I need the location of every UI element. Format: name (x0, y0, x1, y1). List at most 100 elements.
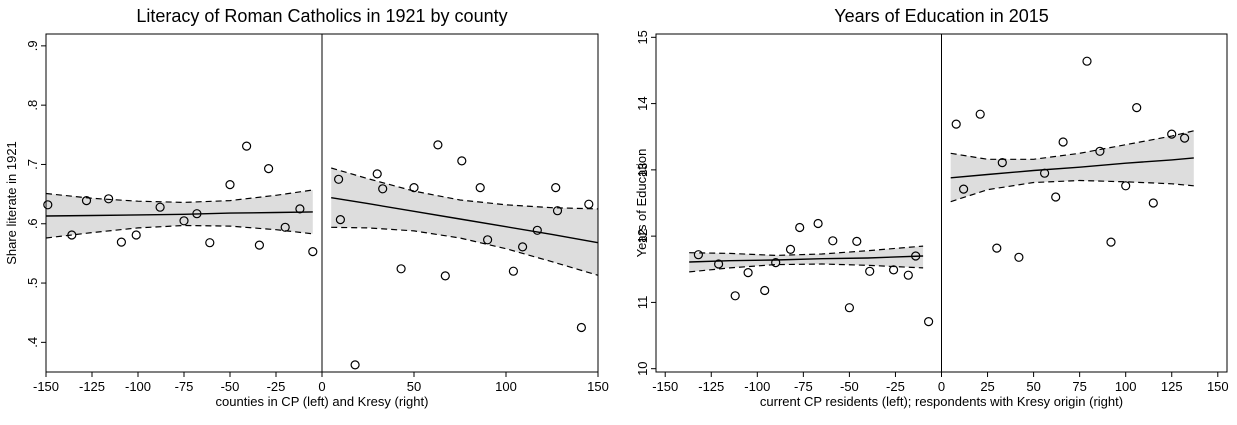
y-tick-label: 14 (635, 96, 650, 110)
data-point (532, 225, 542, 235)
y-tick-label: .5 (25, 278, 40, 289)
data-point (1051, 192, 1061, 202)
data-point (693, 250, 704, 260)
y-tick-label: .6 (25, 218, 40, 229)
data-point (888, 265, 899, 275)
x-tick-label: -150 (652, 379, 678, 394)
upper-ci-line (689, 245, 924, 257)
upper-ci-line (331, 167, 599, 210)
data-point (334, 174, 344, 184)
lower-ci-line (950, 179, 1194, 203)
data-point (483, 235, 493, 245)
data-point (760, 285, 770, 296)
fit-line (950, 157, 1194, 179)
data-point (951, 119, 961, 129)
y-axis-label: Share literate in 1921 (4, 141, 19, 265)
data-point (865, 266, 875, 276)
y-tick-label: .8 (25, 100, 40, 111)
confidence-band (331, 168, 598, 276)
data-point (813, 218, 823, 229)
x-tick-label: 100 (495, 379, 517, 394)
data-point (131, 230, 141, 240)
lower-ci-line (689, 263, 924, 273)
data-point (795, 222, 805, 233)
x-tick-label: -100 (744, 379, 770, 394)
data-point (409, 183, 419, 193)
data-point (280, 222, 290, 232)
data-point (1167, 129, 1177, 139)
x-tick-label: -150 (33, 379, 59, 394)
y-tick-label: 15 (635, 30, 650, 44)
data-point (1014, 252, 1024, 262)
data-point (828, 236, 838, 246)
y-tick-label: .4 (25, 337, 40, 348)
chart-title: Years of Education in 2015 (834, 6, 1049, 26)
x-tick-label: -100 (125, 379, 151, 394)
x-tick-label: 0 (318, 379, 325, 394)
x-tick-label: -50 (221, 379, 240, 394)
x-tick-label: 125 (1161, 379, 1183, 394)
fit-line (689, 255, 924, 263)
data-point (433, 140, 443, 150)
data-point (1082, 56, 1092, 66)
data-point (457, 156, 467, 166)
x-tick-label: 25 (980, 379, 994, 394)
data-point (155, 202, 165, 212)
data-point (552, 206, 563, 216)
data-point (975, 109, 985, 119)
x-tick-label: -50 (840, 379, 859, 394)
data-point (992, 243, 1002, 253)
data-point (179, 216, 189, 226)
y-axis-label: Years of Education (634, 149, 649, 258)
data-point (43, 200, 53, 210)
x-tick-label: -75 (175, 379, 194, 394)
data-point (67, 230, 77, 240)
data-point (81, 196, 92, 206)
data-point (372, 169, 382, 179)
y-tick-label: 13 (635, 163, 650, 177)
y-tick-label: 11 (635, 296, 650, 310)
data-point (440, 271, 450, 281)
data-point (1121, 181, 1131, 191)
y-tick-label: .9 (25, 40, 40, 51)
fit-line (331, 197, 599, 244)
y-tick-label: 12 (635, 229, 650, 243)
data-point (771, 258, 781, 268)
data-point (743, 268, 753, 278)
data-point (475, 183, 485, 193)
data-point (350, 360, 360, 370)
chart-literacy-1921: Literacy of Roman Catholics in 1921 by c… (4, 6, 609, 409)
fit-line (45, 211, 313, 217)
data-point (1095, 146, 1105, 156)
data-point (1106, 237, 1116, 247)
data-point (242, 141, 252, 151)
data-point (308, 247, 318, 257)
x-axis-label: counties in CP (left) and Kresy (right) (216, 394, 429, 409)
data-point (923, 317, 934, 327)
data-point (295, 204, 305, 214)
lower-ci-line (45, 224, 313, 239)
y-tick-label: 10 (635, 361, 650, 375)
data-point (576, 322, 587, 333)
data-point (551, 183, 561, 193)
x-axis-label: current CP residents (left); respondents… (760, 394, 1123, 409)
data-point (852, 236, 862, 246)
data-point (1039, 168, 1050, 178)
chart-title: Literacy of Roman Catholics in 1921 by c… (136, 6, 507, 26)
data-point (844, 303, 855, 313)
data-point (517, 242, 528, 252)
x-tick-label: -125 (698, 379, 724, 394)
data-point (335, 215, 345, 225)
data-point (1132, 102, 1142, 113)
data-point (911, 251, 921, 261)
upper-ci-line (950, 130, 1194, 160)
data-point (1058, 137, 1068, 147)
x-tick-label: -25 (886, 379, 905, 394)
chart-education-2015: Years of Education in 2015 -150 -125 -100 -7… (634, 6, 1229, 409)
data-point (225, 180, 235, 190)
data-point (192, 209, 202, 219)
x-tick-label: -75 (794, 379, 813, 394)
data-point (205, 238, 215, 248)
lower-ci-line (331, 226, 599, 276)
data-point (1148, 198, 1158, 208)
